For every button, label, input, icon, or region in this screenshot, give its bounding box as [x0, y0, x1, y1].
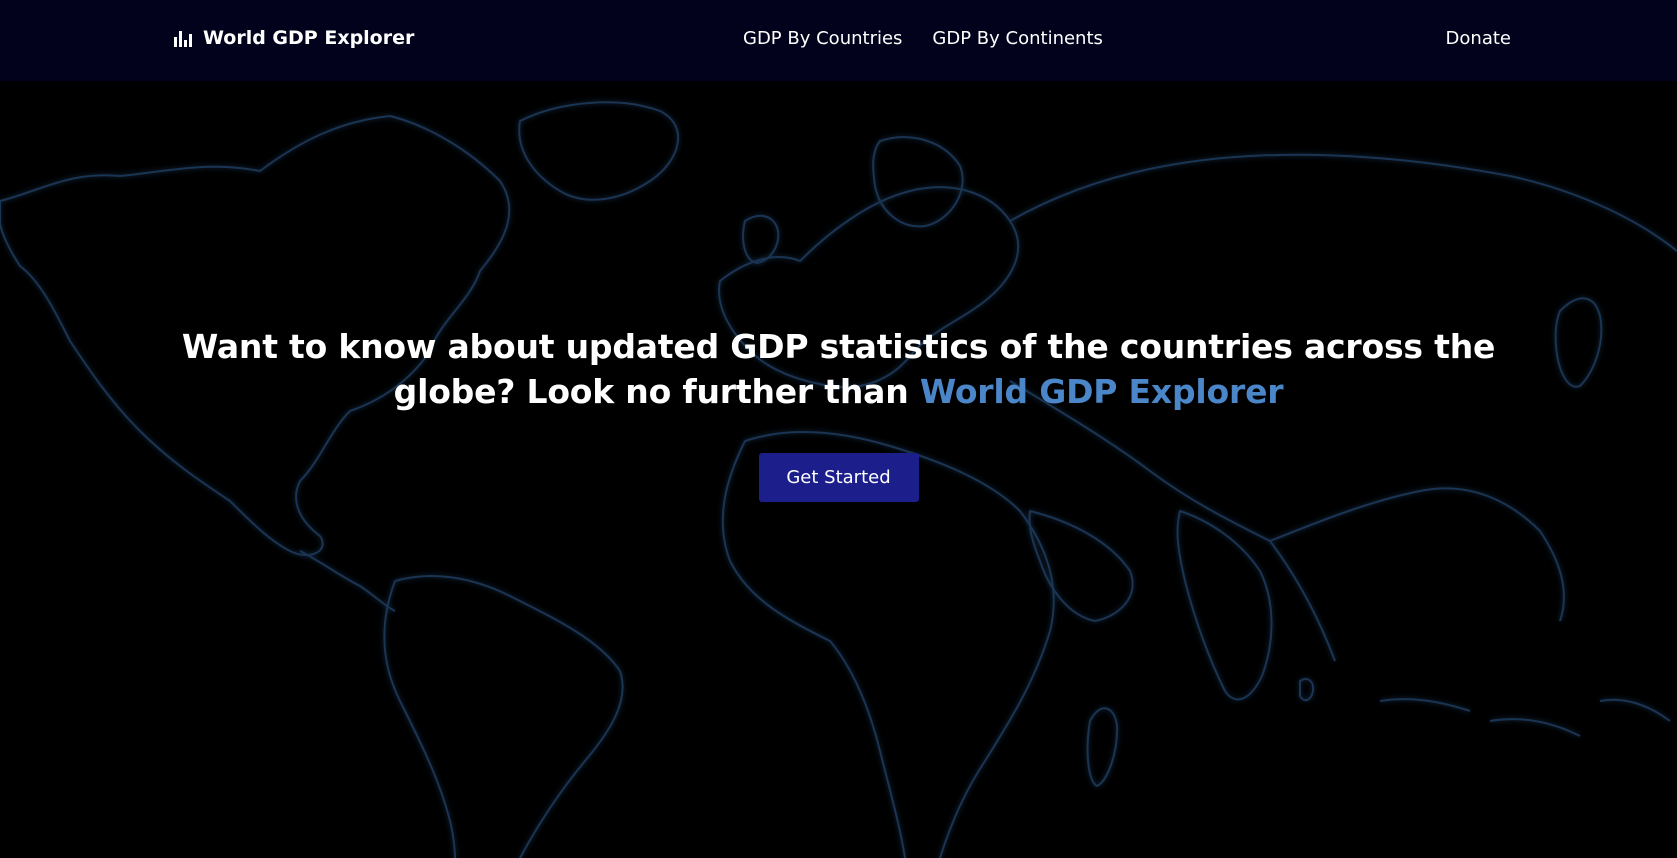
south-america-outline — [383, 575, 624, 858]
madagascar-outline — [1086, 707, 1119, 787]
asia-outline — [1009, 153, 1677, 662]
indonesia-outline — [1379, 698, 1671, 737]
greenland-outline — [518, 101, 679, 201]
uk-outline — [742, 214, 780, 264]
north-america-outline — [0, 115, 511, 556]
sri-lanka-outline — [1299, 678, 1315, 702]
scandinavia-outline — [872, 136, 964, 228]
hero-headline-highlight: World GDP Explorer — [919, 372, 1284, 411]
nav-links: GDP By Countries GDP By Continents — [743, 28, 1103, 49]
brand-link[interactable]: World GDP Explorer — [174, 27, 414, 49]
europe-outline — [718, 186, 1020, 389]
world-map-background — [0, 101, 1677, 858]
nav-link-gdp-by-continents[interactable]: GDP By Continents — [932, 28, 1103, 49]
nav-link-gdp-by-countries[interactable]: GDP By Countries — [743, 28, 903, 49]
india-outline — [1176, 510, 1273, 701]
arabia-outline — [1028, 510, 1134, 622]
bar-chart-icon — [174, 29, 192, 47]
top-navbar: World GDP Explorer GDP By Countries GDP … — [0, 0, 1677, 81]
brand-name: World GDP Explorer — [203, 27, 415, 49]
donate-link[interactable]: Donate — [1445, 28, 1511, 49]
hero-section: Want to know about updated GDP statistic… — [0, 324, 1677, 502]
hero-headline-text: Want to know about updated GDP statistic… — [181, 327, 1496, 411]
get-started-button[interactable]: Get Started — [758, 453, 919, 502]
japan-outline — [1554, 297, 1603, 388]
hero-headline: Want to know about updated GDP statistic… — [149, 324, 1529, 414]
central-america-outline — [299, 550, 396, 612]
africa-outline — [721, 430, 1055, 858]
